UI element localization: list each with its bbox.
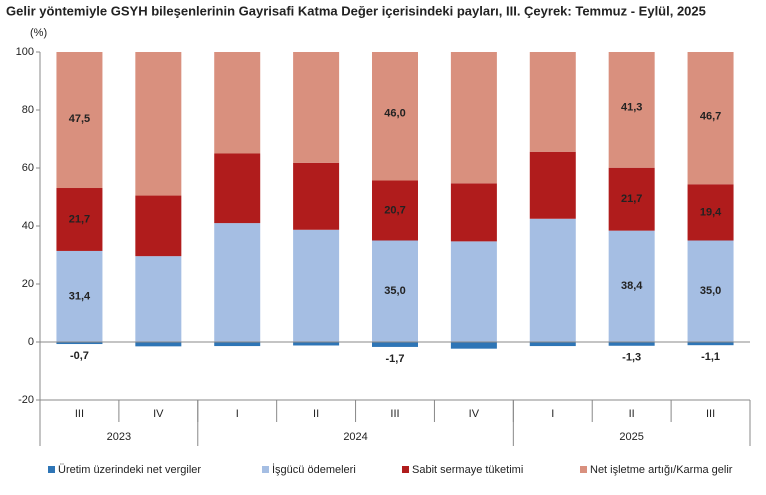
bar-segment [608, 52, 655, 168]
legend-swatch [262, 466, 269, 473]
bar-segment [450, 52, 497, 184]
y-tick-label: 80 [22, 104, 34, 116]
value-label: 35,0 [384, 285, 405, 297]
bar-segment [56, 250, 103, 342]
value-label: 31,4 [69, 290, 91, 302]
value-label: 46,0 [384, 108, 405, 120]
bar-segment [687, 342, 734, 346]
bar-segment [608, 342, 655, 346]
bar-segment [608, 167, 655, 231]
bar-segment [372, 342, 418, 347]
bar-segment [293, 342, 340, 346]
y-tick-label: 40 [22, 220, 34, 232]
bar-segment [608, 230, 655, 342]
y-tick-label: 20 [22, 278, 34, 290]
bar-segment [135, 195, 182, 257]
y-axis-label: (%) [30, 27, 47, 39]
legend-label: Üretim üzerindeki net vergiler [58, 464, 201, 476]
bar-segment [56, 342, 103, 345]
x-tick-label: IV [469, 408, 480, 420]
bar-segment [293, 162, 340, 230]
value-label: 21,7 [69, 213, 90, 225]
value-label: -0,7 [70, 350, 89, 362]
x-tick-label: II [629, 408, 635, 420]
group-label: 2023 [107, 431, 131, 443]
value-label: 41,3 [621, 102, 642, 114]
bar-segment [450, 342, 497, 349]
bar-segment [450, 241, 497, 342]
group-label: 2025 [619, 431, 643, 443]
legend-swatch [48, 466, 55, 473]
bar-segment [56, 188, 103, 251]
bar-segment [56, 52, 103, 189]
value-label: 19,4 [700, 206, 722, 218]
bar-segment [372, 180, 418, 241]
bar-segment [135, 342, 182, 347]
x-tick-label: III [706, 408, 715, 420]
group-label: 2024 [343, 431, 367, 443]
value-label: -1,3 [622, 352, 641, 364]
bar-segment [214, 342, 261, 347]
x-tick-label: I [551, 408, 554, 420]
value-label: 21,7 [621, 193, 642, 205]
bar-segment [687, 52, 734, 185]
bar-segment [529, 218, 576, 342]
bar-segment [214, 52, 261, 154]
bars [56, 52, 734, 349]
value-label: 20,7 [384, 204, 405, 216]
x-tick-label: III [75, 408, 84, 420]
value-label: 46,7 [700, 110, 721, 122]
bar-segment [529, 342, 576, 347]
bar-segment [293, 52, 340, 163]
legend-label: İşgücü ödemeleri [272, 463, 356, 476]
value-label: -1,1 [701, 351, 720, 363]
legend-swatch [580, 466, 587, 473]
bar-segment [214, 223, 261, 342]
x-tick-label: III [390, 408, 399, 420]
legend-label: Net işletme artığı/Karma gelir [590, 464, 733, 476]
bar-segment [293, 229, 340, 342]
x-tick-label: I [236, 408, 239, 420]
y-tick-label: 60 [22, 162, 34, 174]
bar-segment [529, 151, 576, 219]
bar-segment [372, 240, 418, 342]
bar-segment [450, 183, 497, 242]
legend-label: Sabit sermaye tüketimi [412, 464, 523, 476]
bar-segment [687, 240, 734, 342]
bar-segment [214, 153, 261, 224]
chart-title: Gelir yöntemiyle GSYH bileşenlerinin Gay… [6, 3, 706, 18]
value-label: -1,7 [386, 353, 405, 365]
y-tick-label: 0 [28, 336, 34, 348]
legend-swatch [402, 466, 409, 473]
x-tick-label: II [313, 408, 319, 420]
bar-segment [372, 52, 418, 181]
value-label: 38,4 [621, 280, 643, 292]
x-tick-label: IV [153, 408, 164, 420]
bar-segment [529, 52, 576, 152]
bar-segment [687, 184, 734, 241]
y-tick-label: 100 [16, 46, 34, 58]
value-label: 35,0 [700, 285, 721, 297]
y-tick-label: -20 [18, 394, 34, 406]
bar-segment [135, 256, 182, 342]
bar-segment [135, 52, 182, 196]
value-label: 47,5 [69, 113, 90, 125]
